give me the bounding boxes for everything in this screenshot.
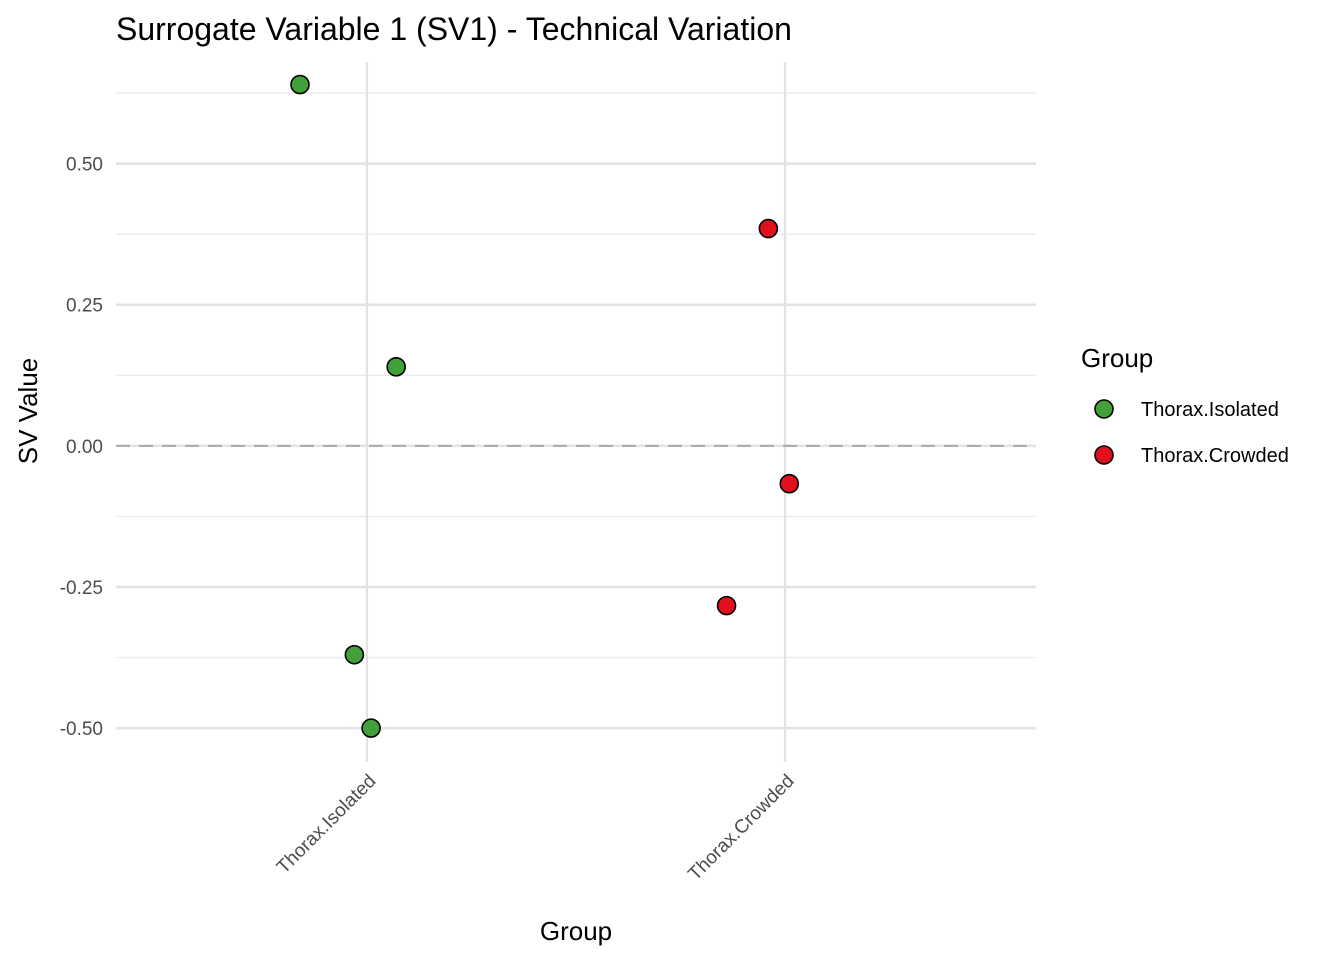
chart-title: Surrogate Variable 1 (SV1) - Technical V…	[116, 11, 792, 47]
y-tick-label: 0.50	[66, 155, 103, 176]
y-tick-label: -0.50	[60, 719, 103, 740]
y-axis-title: SV Value	[13, 358, 43, 464]
x-tick-label: Thorax.Crowded	[684, 771, 798, 885]
data-point	[290, 74, 310, 95]
data-point	[716, 595, 737, 616]
y-tick-label: 0.00	[66, 437, 103, 458]
x-axis-title: Group	[540, 916, 612, 946]
legend-label: Thorax.Isolated	[1141, 399, 1279, 421]
grid	[116, 62, 1036, 762]
data-points	[290, 74, 800, 738]
data-point	[344, 644, 365, 665]
data-point	[386, 357, 406, 377]
x-tick-label: Thorax.Isolated	[273, 771, 380, 878]
legend-key	[1094, 445, 1114, 465]
legend-title: Group	[1081, 343, 1153, 373]
legend-items: Thorax.Isolated Thorax.Crowded	[1094, 399, 1289, 467]
data-point	[758, 218, 779, 239]
y-tick-label: -0.25	[60, 578, 103, 599]
y-tick-label: 0.25	[66, 296, 103, 317]
legend-key	[1094, 399, 1114, 419]
data-point	[361, 718, 381, 738]
data-point	[779, 473, 800, 494]
legend-label: Thorax.Crowded	[1141, 445, 1289, 467]
x-axis-ticks: Thorax.Isolated Thorax.Crowded	[273, 771, 799, 885]
legend: Group Thorax.Isolated Thorax.Crowded	[1081, 343, 1289, 467]
y-axis-ticks: -0.50 -0.25 0.00 0.25 0.50	[60, 155, 103, 741]
